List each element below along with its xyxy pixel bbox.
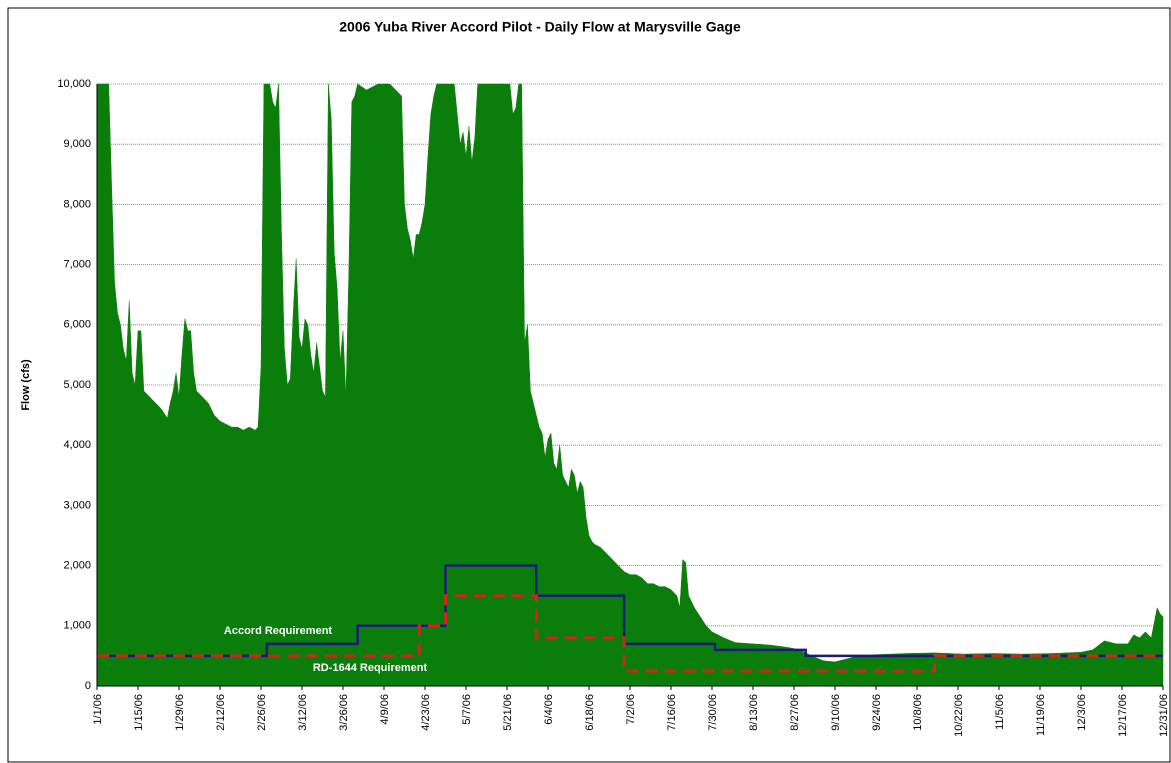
x-tick-label: 1/1/06: [92, 694, 104, 725]
y-tick-label: 6,000: [63, 319, 91, 331]
x-tick-label: 7/2/06: [625, 694, 637, 725]
x-tick-label: 1/29/06: [174, 694, 186, 731]
x-tick-label: 10/22/06: [953, 694, 965, 737]
x-tick-label: 2/12/06: [215, 694, 227, 731]
x-tick-label: 2/26/06: [256, 694, 268, 731]
x-tick-label: 5/21/06: [502, 694, 514, 731]
x-tick-label: 5/7/06: [461, 694, 473, 725]
rd1644-annotation: RD-1644 Requirement: [313, 662, 428, 674]
x-tick-label: 1/15/06: [133, 694, 145, 731]
x-tick-label: 9/24/06: [871, 694, 883, 731]
x-tick-label: 3/12/06: [297, 694, 309, 731]
flow-area: [96, 83, 1164, 687]
x-tick-label: 12/31/06: [1158, 694, 1170, 737]
accord-annotation: Accord Requirement: [224, 625, 333, 637]
y-tick-label: 9,000: [63, 138, 91, 150]
y-tick-label: 3,000: [63, 499, 91, 511]
y-tick-label: 1,000: [63, 620, 91, 632]
chart-title: 2006 Yuba River Accord Pilot - Daily Flo…: [339, 19, 741, 35]
x-tick-label: 11/5/06: [994, 694, 1006, 730]
y-tick-label: 7,000: [63, 259, 91, 271]
x-tick-label: 11/19/06: [1035, 694, 1047, 736]
y-tick-label: 5,000: [63, 379, 91, 391]
y-tick-label: 2,000: [63, 560, 91, 572]
y-tick-label: 0: [85, 680, 91, 692]
accord-line: [97, 564, 1163, 658]
y-tick-label: 8,000: [63, 198, 91, 210]
y-tick-label: 4,000: [63, 439, 91, 451]
rd1644-line: [97, 594, 1163, 673]
x-tick-label: 8/13/06: [748, 694, 760, 731]
x-tick-label: 7/16/06: [666, 694, 678, 731]
x-tick-label: 4/23/06: [420, 694, 432, 731]
x-tick-label: 12/17/06: [1117, 694, 1129, 737]
x-tick-label: 10/8/06: [912, 694, 924, 731]
x-tick-label: 7/30/06: [707, 694, 719, 731]
x-tick-label: 3/26/06: [338, 694, 350, 731]
x-tick-label: 9/10/06: [830, 694, 842, 731]
y-axis-label: Flow (cfs): [20, 359, 32, 411]
x-tick-label: 8/27/06: [789, 694, 801, 731]
x-tick-label: 12/3/06: [1076, 694, 1088, 731]
y-tick-label: 10,000: [57, 78, 91, 90]
x-tick-label: 6/18/06: [584, 694, 596, 731]
x-tick-label: 6/4/06: [543, 694, 555, 725]
x-tick-label: 4/9/06: [379, 694, 391, 725]
